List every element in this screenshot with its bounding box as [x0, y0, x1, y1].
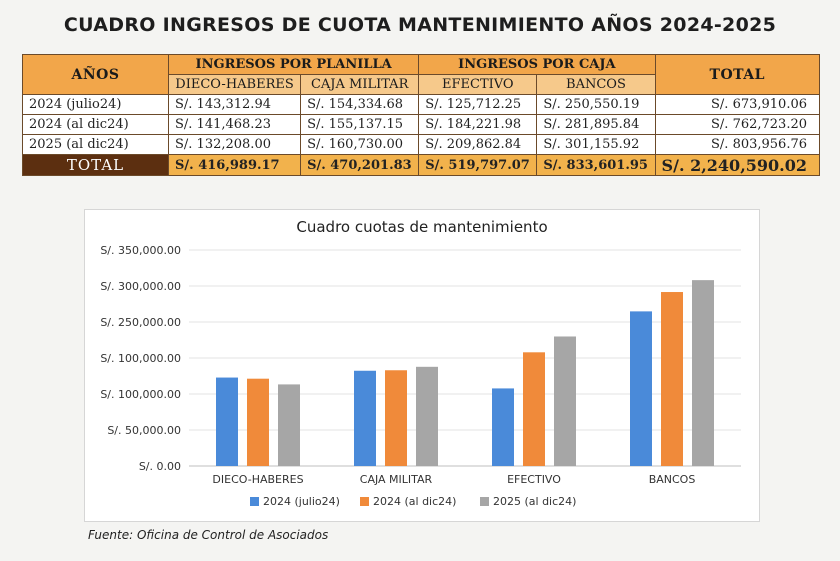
subheader-bancos: BANCOS: [536, 74, 656, 95]
legend-label: 2025 (al dic24): [493, 495, 576, 508]
subheader-caja-militar: CAJA MILITAR: [300, 74, 420, 95]
total-row: TOTAL S/. 416,989.17 S/. 470,201.83 S/. …: [22, 154, 821, 176]
row-total: S/. 803,956.76: [654, 134, 821, 155]
years-header: AÑOS: [22, 54, 169, 95]
legend-swatch: [480, 497, 489, 506]
legend-swatch: [360, 497, 369, 506]
subheader-dieco-haberes: DIECO-HABERES: [167, 74, 302, 95]
y-tick-label: S/. 0.00: [139, 460, 181, 473]
row-label: 2024 (julio24): [22, 94, 169, 115]
bar: [385, 370, 407, 466]
total-row-label: TOTAL: [22, 154, 169, 176]
table-cell: S/. 154,334.68: [300, 94, 420, 115]
table-cell: S/. 155,137.15: [300, 114, 420, 135]
total-cell: S/. 470,201.83: [300, 154, 420, 176]
row-total: S/. 673,910.06: [654, 94, 821, 115]
x-tick-label: DIECO-HABERES: [212, 473, 303, 486]
y-tick-label: S/. 100,000.00: [100, 352, 181, 365]
legend-label: 2024 (julio24): [263, 495, 340, 508]
row-label: 2024 (al dic24): [22, 114, 169, 135]
y-tick-label: S/. 300,000.00: [100, 280, 181, 293]
table-row: 2024 (al dic24) S/. 141,468.23 S/. 155,1…: [22, 114, 821, 135]
source-note: Fuente: Oficina de Control de Asociados: [88, 528, 329, 542]
bar: [247, 378, 269, 466]
legend-label: 2024 (al dic24): [373, 495, 456, 508]
x-tick-label: EFECTIVO: [507, 473, 561, 486]
table-cell: S/. 132,208.00: [167, 134, 302, 155]
table-cell: S/. 250,550.19: [536, 94, 656, 115]
bar: [692, 280, 714, 466]
total-cell: S/. 416,989.17: [167, 154, 302, 176]
bar: [523, 352, 545, 466]
y-tick-label: S/. 250,000.00: [100, 316, 181, 329]
bar: [416, 366, 438, 466]
total-cell: S/. 519,797.07: [418, 154, 538, 176]
total-cell: S/. 833,601.95: [536, 154, 656, 176]
table-cell: S/. 141,468.23: [167, 114, 302, 135]
legend-swatch: [250, 497, 259, 506]
table-cell: S/. 301,155.92: [536, 134, 656, 155]
bar: [554, 336, 576, 466]
planilla-group-header: INGRESOS POR PLANILLA: [167, 54, 420, 75]
subheader-efectivo: EFECTIVO: [418, 74, 538, 95]
y-tick-label: S/. 100,000.00: [100, 388, 181, 401]
row-label: 2025 (al dic24): [22, 134, 169, 155]
total-header: TOTAL: [654, 54, 821, 95]
bar: [661, 292, 683, 466]
table-cell: S/. 184,221.98: [418, 114, 538, 135]
bar: [278, 384, 300, 466]
table-cell: S/. 209,862.84: [418, 134, 538, 155]
bar: [216, 377, 238, 466]
caja-group-header: INGRESOS POR CAJA: [418, 54, 656, 75]
table-cell: S/. 125,712.25: [418, 94, 538, 115]
grand-total: S/. 2,240,590.02: [654, 154, 821, 176]
bar-chart: Cuadro cuotas de mantenimiento S/. 0.00 S/…: [84, 209, 760, 522]
income-summary-table: AÑOS INGRESOS POR PLANILLA INGRESOS POR …: [22, 54, 821, 176]
bar: [630, 311, 652, 466]
x-tick-label: CAJA MILITAR: [360, 473, 433, 486]
chart-title: Cuadro cuotas de mantenimiento: [296, 218, 547, 236]
table-cell: S/. 160,730.00: [300, 134, 420, 155]
x-tick-label: BANCOS: [649, 473, 696, 486]
bar: [492, 388, 514, 466]
y-tick-label: S/. 50,000.00: [107, 424, 181, 437]
table-row: 2024 (julio24) S/. 143,312.94 S/. 154,33…: [22, 94, 821, 115]
row-total: S/. 762,723.20: [654, 114, 821, 135]
page-title: CUADRO INGRESOS DE CUOTA MANTENIMIENTO A…: [63, 14, 777, 36]
table-row: 2025 (al dic24) S/. 132,208.00 S/. 160,7…: [22, 134, 821, 155]
table-cell: S/. 143,312.94: [167, 94, 302, 115]
bar: [354, 370, 376, 466]
y-tick-label: S/. 350,000.00: [100, 244, 181, 257]
chart-canvas: Cuadro cuotas de mantenimiento S/. 0.00 S/…: [100, 218, 741, 508]
table-cell: S/. 281,895.84: [536, 114, 656, 135]
